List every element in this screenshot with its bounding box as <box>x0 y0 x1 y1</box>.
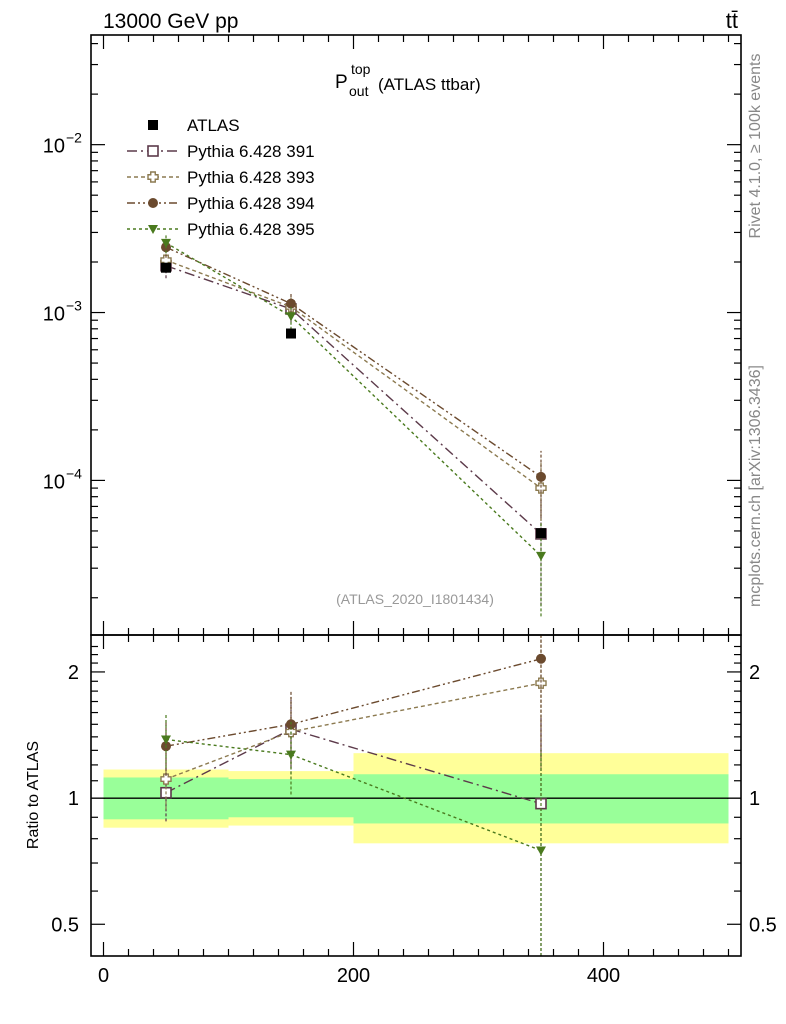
ratio-point <box>536 846 546 856</box>
series-line <box>165 242 542 557</box>
data-point <box>161 238 171 248</box>
main-marks <box>160 233 547 617</box>
ratio-bands <box>91 753 741 844</box>
legend-label: Pythia 6.428 391 <box>187 142 315 161</box>
y-tick-exponent: −4 <box>66 465 82 481</box>
series-1 <box>160 255 547 606</box>
ratio-ylabel: Ratio to ATLAS <box>25 741 42 849</box>
ratio-point <box>535 677 547 689</box>
y-tick-label: 10 <box>43 304 65 326</box>
title-sub: out <box>349 83 369 99</box>
data-point <box>286 298 296 309</box>
y-tick-label: 10 <box>43 136 65 158</box>
ratio-y-tick-label-right: 2 <box>749 662 760 684</box>
legend-marker <box>148 198 158 208</box>
ratio-point <box>286 750 296 760</box>
energy-label: 13000 GeV pp <box>103 10 238 33</box>
atlas-point <box>161 262 171 273</box>
ratio-y-tick-label-right: 0.5 <box>749 914 777 936</box>
ratio-panel: 0.5 0.5 1 1 2 2 0 200 400 Ratio to ATLAS <box>25 634 777 987</box>
main-panel: 10−410−310−2 P top out (ATLAS ttbar) (AT… <box>43 34 742 636</box>
y-tick-exponent: −2 <box>66 130 82 146</box>
ratio-series-line <box>165 658 542 747</box>
legend-label: Pythia 6.428 394 <box>187 194 315 213</box>
reference-atlas <box>161 262 546 539</box>
legend: ATLAS Pythia 6.428 391 Pythia 6.428 393 Pyt… <box>127 116 315 239</box>
legend-marker-atlas <box>148 120 158 130</box>
y-tick-label: 10 <box>43 471 65 493</box>
ratio-y-tick-label: 0.5 <box>51 914 79 936</box>
legend-label: Pythia 6.428 393 <box>187 168 315 187</box>
data-point <box>536 551 546 561</box>
series-3 <box>161 237 546 518</box>
x-tick-label: 400 <box>587 965 620 987</box>
ratio-frame <box>90 634 742 957</box>
ratio-series-4 <box>161 714 546 956</box>
process-label: tt̄ <box>726 8 738 33</box>
legend-marker <box>148 225 158 234</box>
ratio-marks <box>160 635 547 956</box>
data-point <box>286 312 296 322</box>
rivet-label: Rivet 4.1.0, ≥ 100k events <box>747 54 764 239</box>
atlas-point <box>536 528 546 539</box>
atlas-point <box>286 328 296 339</box>
legend-label-atlas: ATLAS <box>187 116 240 135</box>
legend-marker <box>147 171 159 183</box>
data-point <box>536 471 546 482</box>
ratio-point <box>161 735 171 745</box>
ratio-axes: 0.5 0.5 1 1 2 2 0 200 400 <box>51 635 777 987</box>
y-tick-exponent: −3 <box>66 298 82 314</box>
x-tick-label: 200 <box>337 965 370 987</box>
series-4 <box>161 233 546 617</box>
ratio-y-tick-label-right: 1 <box>749 788 760 810</box>
x-tick-label: 0 <box>98 965 109 987</box>
ratio-y-tick-label: 2 <box>68 662 79 684</box>
ratio-point <box>536 653 546 664</box>
analysis-tag: (ATLAS_2020_I1801434) <box>336 591 494 607</box>
series-2 <box>160 249 547 531</box>
legend-marker <box>147 145 159 157</box>
series-line <box>165 246 542 478</box>
series-line <box>165 265 542 535</box>
legend-label: Pythia 6.428 395 <box>187 220 315 239</box>
series-line <box>165 259 542 489</box>
title-suffix: (ATLAS ttbar) <box>378 75 481 94</box>
data-point <box>535 482 547 494</box>
main-axes: 10−410−310−2 <box>43 35 741 635</box>
title-sup: top <box>351 61 371 77</box>
title-main: P <box>335 72 348 93</box>
ratio-y-tick-label: 1 <box>68 788 79 810</box>
mcplots-label: mcplots.cern.ch [arXiv:1306.3436] <box>747 365 764 607</box>
plot-title: P <box>335 72 348 93</box>
ratio-point <box>160 773 172 785</box>
